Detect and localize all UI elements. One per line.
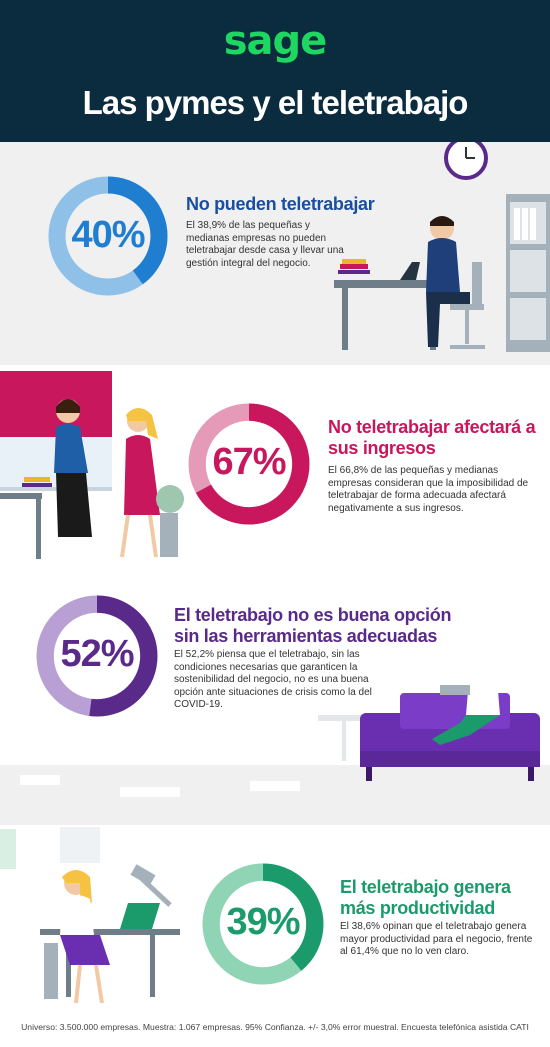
section-title: No teletrabajar afectará a sus ingresos [328, 417, 536, 458]
donut-chart-67: 67% [188, 403, 310, 525]
donut-arc [188, 403, 310, 525]
section-herramientas-adecuadas: 52% El teletrabajo no es buena opción si… [0, 575, 550, 825]
desk-phone-illustration [0, 827, 180, 1004]
donut-arc [36, 595, 158, 717]
donut-chart-40: 40% [48, 176, 168, 296]
section-mas-productividad: 39% El teletrabajo genera más productivi… [0, 825, 550, 1020]
page-title: Las pymes y el teletrabajo [82, 84, 469, 121]
section-title: El teletrabajo genera más productividad [340, 877, 511, 918]
section-description: El 52,2% piensa que el teletrabajo, sin … [174, 649, 372, 710]
section-no-pueden-teletrabajar: 40% No pueden teletrabajar El 38,9% de l… [0, 142, 550, 365]
clock-icon [444, 142, 488, 180]
donut-chart-39: 39% [202, 863, 324, 985]
meeting-illustration [0, 371, 184, 559]
section-description: El 38,6% opinan que el teletrabajo gener… [340, 921, 533, 957]
donut-ring [202, 863, 324, 985]
percent-label: 52% [60, 633, 134, 675]
section-afectara-ingresos: 67% No teletrabajar afectará a sus ingre… [0, 365, 550, 575]
office-illustration [334, 142, 550, 352]
section-description: El 38,9% de las pequeñas y medianas empr… [186, 220, 344, 269]
section-title: El teletrabajo no es buena opción sin la… [174, 605, 452, 646]
section-title: No pueden teletrabajar [186, 194, 375, 214]
header-banner: sage Las pymes y el teletrabajo [0, 0, 550, 142]
section-description: El 66,8% de las pequeñas y medianas empr… [328, 465, 529, 514]
donut-arc [48, 176, 168, 296]
donut-ring [188, 403, 310, 525]
sofa-illustration [0, 685, 550, 825]
donut-ring [36, 595, 158, 717]
percent-label: 40% [71, 214, 145, 256]
donut-arc [202, 863, 324, 985]
footer-note: Universo: 3.500.000 empresas. Muestra: 1… [21, 1022, 529, 1032]
sage-logo: sage [223, 18, 328, 64]
percent-label: 39% [226, 901, 300, 943]
percent-label: 67% [212, 441, 286, 483]
donut-ring [48, 176, 168, 296]
donut-chart-52: 52% [36, 595, 158, 717]
